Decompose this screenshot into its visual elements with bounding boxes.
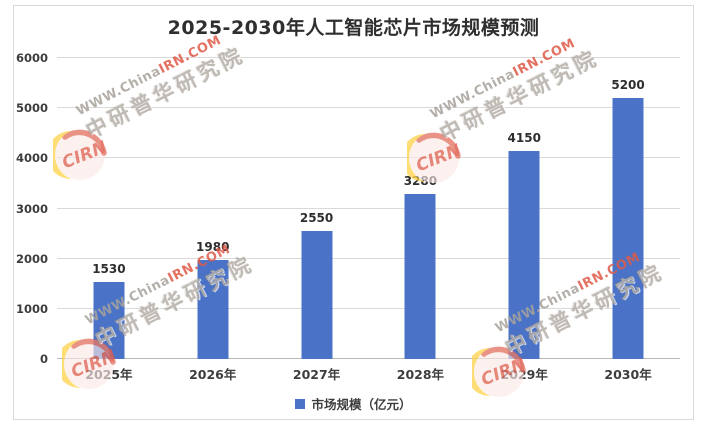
bar-value-label: 2550 <box>299 211 334 226</box>
bar-value-label: 1980 <box>196 239 230 254</box>
y-tick-label: 5000 <box>15 101 48 116</box>
bar <box>508 150 540 359</box>
x-axis-line <box>57 358 680 359</box>
bar <box>404 194 436 359</box>
bar-value-label: 3280 <box>403 174 438 189</box>
bar <box>197 259 229 359</box>
bar-column: 5200 2030年 <box>576 58 680 382</box>
bar <box>612 98 644 359</box>
chart-title: 2025-2030年人工智能芯片市场规模预测 <box>167 17 540 39</box>
y-tick-label: 4000 <box>15 151 48 166</box>
y-tick-label: 0 <box>39 352 48 366</box>
gridline <box>57 57 680 58</box>
x-axis-label: 2028年 <box>396 367 445 382</box>
x-axis-label: 2026年 <box>189 367 237 382</box>
gridline <box>57 207 680 209</box>
x-axis-label: 2027年 <box>292 367 341 382</box>
bar-column: 1980 2026年 <box>161 58 265 382</box>
bar-value-label: 5200 <box>611 78 645 93</box>
gridline <box>57 107 680 109</box>
bar-column: 4150 2029年 <box>472 58 576 382</box>
legend-label: 市场规模（亿元） <box>311 397 412 412</box>
bar <box>301 231 333 359</box>
y-tick-label: 1000 <box>15 301 48 316</box>
y-tick-label: 6000 <box>15 51 48 65</box>
x-axis-label: 2025年 <box>85 367 133 382</box>
gridline <box>57 157 680 159</box>
legend: 市场规模（亿元） <box>13 394 694 413</box>
x-axis-label: 2030年 <box>604 367 652 382</box>
plot-area: 1530 2025年 1980 2026年 2550 2027年 3280 2028年 4150… <box>57 57 680 382</box>
bar-column: 1530 2025年 <box>57 58 161 382</box>
y-axis-labels: 0 1000 2000 3000 4000 5000 6000 <box>0 51 48 366</box>
bar-column: 2550 2027年 <box>265 58 369 382</box>
x-axis-label: 2029年 <box>500 367 548 382</box>
gridline <box>57 257 680 259</box>
y-tick-label: 2000 <box>15 251 48 266</box>
bar <box>93 282 125 359</box>
legend-swatch-icon <box>295 398 306 409</box>
bar-value-label: 1530 <box>92 262 126 277</box>
y-tick-label: 3000 <box>15 201 48 216</box>
bar-value-label: 4150 <box>507 130 541 145</box>
gridline <box>57 307 680 309</box>
bar-column: 3280 2028年 <box>369 58 473 382</box>
chart-frame <box>13 5 694 420</box>
